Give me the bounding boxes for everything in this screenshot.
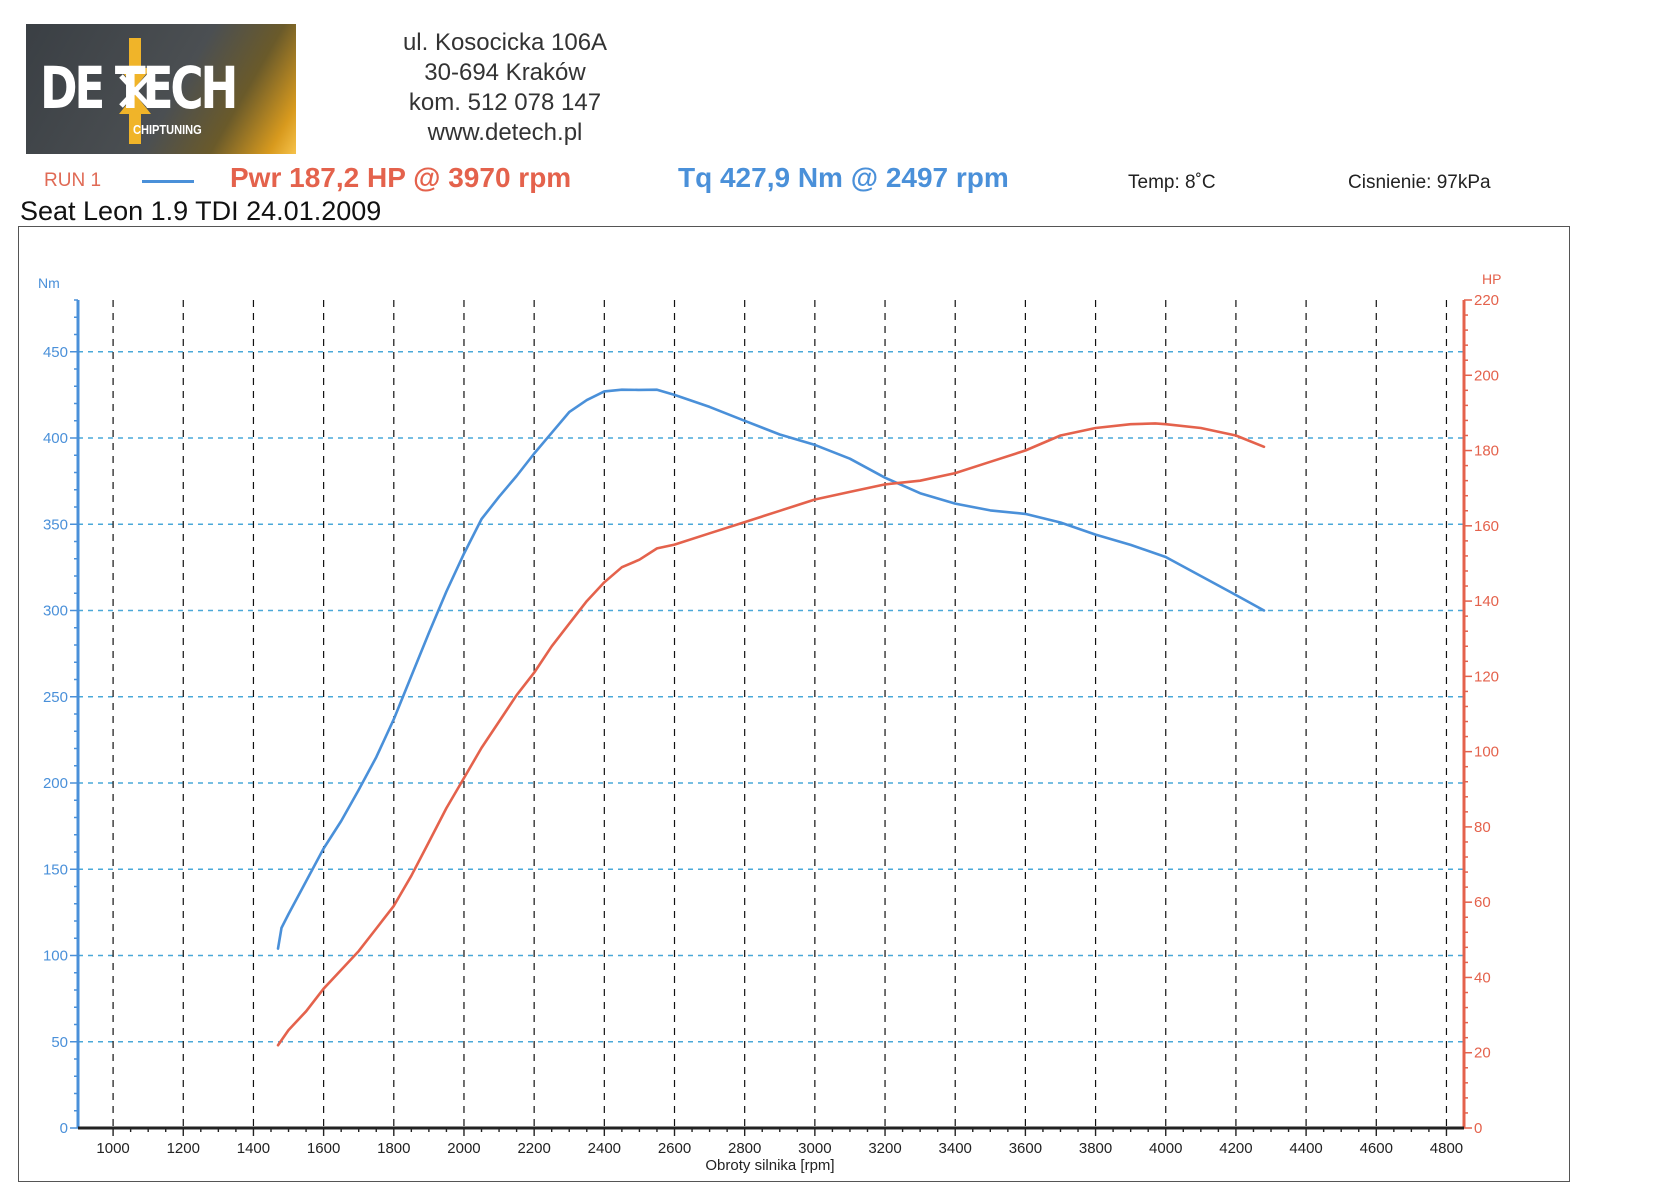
x-tick-label-4200: 4200 <box>1219 1140 1252 1157</box>
y-left-tick-label-300: 300 <box>43 603 68 620</box>
logo-subtitle: CHIPTUNING <box>133 122 202 137</box>
vehicle-info: Seat Leon 1.9 TDI 24.01.2009 <box>20 196 382 226</box>
x-tick-label-1400: 1400 <box>237 1140 270 1157</box>
y-left-tick-label-450: 450 <box>43 344 68 361</box>
y-right-tick-label-180: 180 <box>1474 443 1499 460</box>
x-tick-label-3400: 3400 <box>939 1140 972 1157</box>
x-tick-label-1800: 1800 <box>377 1140 410 1157</box>
series <box>276 388 1266 1047</box>
x-tick-label-2800: 2800 <box>728 1140 761 1157</box>
y-right-tick-label-80: 80 <box>1474 819 1491 836</box>
axes <box>70 299 1472 1136</box>
logo-arrows-icon <box>119 38 151 144</box>
x-tick-label-4000: 4000 <box>1149 1140 1182 1157</box>
y-left-tick-label-250: 250 <box>43 689 68 706</box>
torque-legend-line <box>142 180 194 183</box>
x-tick-label-3600: 3600 <box>1009 1140 1042 1157</box>
x-tick-label-1200: 1200 <box>167 1140 200 1157</box>
y-right-tick-label-100: 100 <box>1474 744 1499 761</box>
x-tick-label-3800: 3800 <box>1079 1140 1112 1157</box>
x-tick-label-1000: 1000 <box>96 1140 129 1157</box>
y-left-tick-label-0: 0 <box>60 1120 68 1137</box>
x-tick-label-4400: 4400 <box>1289 1140 1322 1157</box>
y-right-tick-label-60: 60 <box>1474 894 1491 911</box>
torque-curve <box>276 388 1266 950</box>
power-curve <box>276 422 1266 1047</box>
address-street: ul. Kosocicka 106A <box>402 29 608 56</box>
y-right-tick-label-40: 40 <box>1474 969 1491 986</box>
x-tick-label-2600: 2600 <box>658 1140 691 1157</box>
x-tick-label-1600: 1600 <box>307 1140 340 1157</box>
temperature-readout: Temp: 8˚C <box>1128 172 1216 193</box>
torque-summary: Tq 427,9 Nm @ 2497 rpm <box>678 162 1009 193</box>
run-label: RUN 1 <box>44 170 102 191</box>
pressure-readout: Cisnienie: 97kPa <box>1348 172 1491 193</box>
y-axis-right-label: HP <box>1482 271 1501 287</box>
y-right-tick-label-0: 0 <box>1474 1120 1482 1137</box>
x-tick-label-4800: 4800 <box>1430 1140 1463 1157</box>
x-tick-label-3200: 3200 <box>868 1140 901 1157</box>
x-tick-label-2200: 2200 <box>517 1140 550 1157</box>
y-right-tick-label-220: 220 <box>1474 292 1499 309</box>
x-tick-label-2400: 2400 <box>588 1140 621 1157</box>
y-right-tick-label-200: 200 <box>1474 367 1499 384</box>
x-tick-label-2000: 2000 <box>447 1140 480 1157</box>
x-tick-label-3000: 3000 <box>798 1140 831 1157</box>
y-left-tick-label-50: 50 <box>51 1034 68 1051</box>
detech-logo: DE TECH CHIPTUNING <box>26 24 296 154</box>
address-block: ul. Kosocicka 106A 30-694 Kraków kom. 51… <box>390 28 620 148</box>
y-right-tick-label-20: 20 <box>1474 1045 1491 1062</box>
y-left-tick-label-400: 400 <box>43 430 68 447</box>
y-left-tick-label-350: 350 <box>43 516 68 533</box>
y-left-tick-label-100: 100 <box>43 948 68 965</box>
power-summary: Pwr 187,2 HP @ 3970 rpm <box>230 162 572 193</box>
y-left-tick-label-150: 150 <box>43 861 68 878</box>
tick-labels: 0 50 100 150 200 250 300 350 400 450 0 20 40 60 80 100 1… <box>43 292 1499 1157</box>
address-city: 30-694 Kraków <box>424 59 586 86</box>
address-website: www.detech.pl <box>427 119 583 146</box>
y-left-tick-label-200: 200 <box>43 775 68 792</box>
x-axis-label: Obroty silnika [rpm] <box>705 1157 834 1174</box>
y-right-tick-label-160: 160 <box>1474 518 1499 535</box>
y-right-tick-label-140: 140 <box>1474 593 1499 610</box>
logo-brand: DE TECH <box>40 54 238 122</box>
chart-frame <box>18 226 1570 1182</box>
horizontal-grid <box>78 351 1464 1043</box>
y-axis-left-label: Nm <box>38 275 60 291</box>
address-phone: kom. 512 078 147 <box>408 89 602 116</box>
y-right-tick-label-120: 120 <box>1474 668 1499 685</box>
x-tick-label-4600: 4600 <box>1360 1140 1393 1157</box>
